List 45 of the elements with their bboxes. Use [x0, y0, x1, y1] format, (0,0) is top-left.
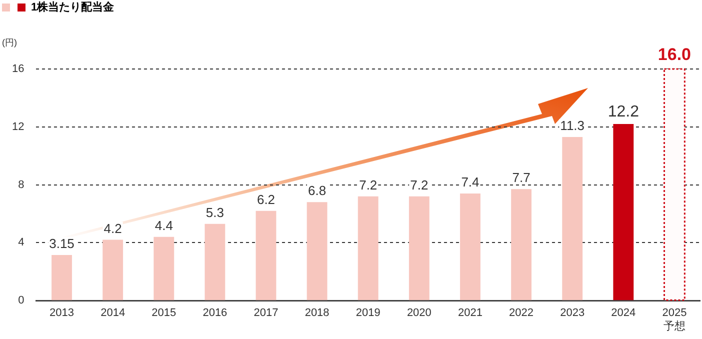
- bar: [613, 124, 634, 300]
- bar: [460, 193, 480, 300]
- data-label: 4.4: [154, 218, 173, 233]
- bar: [256, 210, 276, 300]
- y-axis-title: (円): [2, 37, 17, 48]
- data-label: 4.2: [104, 220, 122, 236]
- data-label: 7.7: [512, 170, 530, 186]
- bar: [358, 196, 378, 300]
- data-label: 5.3: [206, 204, 224, 220]
- data-label: 6.2: [256, 192, 276, 207]
- x-tick-label: 2021: [458, 307, 482, 320]
- legend-label: 1株当たり配当金: [31, 0, 116, 14]
- y-tick-label: 0: [18, 294, 24, 307]
- bar: [204, 224, 226, 300]
- bar: [511, 189, 532, 300]
- x-tick-label: 2016: [202, 307, 228, 320]
- data-label: 6.8: [308, 183, 326, 198]
- data-label: 7.2: [359, 177, 378, 192]
- x-tick-label: 2025 予想: [662, 307, 687, 332]
- x-tick-label: 2014: [100, 307, 126, 320]
- x-tick-label: 2020: [406, 307, 432, 320]
- x-tick-label: 2024: [611, 307, 636, 320]
- x-tick-label: 2017: [254, 307, 278, 320]
- bar: [52, 255, 72, 300]
- data-label: 3.15: [49, 236, 74, 252]
- x-tick-label: 2015: [152, 307, 176, 320]
- y-tick-label: 16: [12, 63, 24, 76]
- bar: [306, 202, 328, 300]
- bar: [154, 236, 174, 300]
- x-tick-label: 2022: [509, 307, 534, 320]
- bar: [562, 137, 583, 300]
- data-label: 11.3: [560, 118, 585, 134]
- y-tick-label: 8: [18, 178, 24, 191]
- y-tick-label: 4: [18, 236, 24, 249]
- x-tick-label: 2023: [560, 307, 585, 320]
- data-label: 16.0: [658, 45, 692, 64]
- data-label: 7.2: [410, 177, 428, 192]
- x-tick-label: 2013: [50, 307, 74, 320]
- bar: [408, 196, 430, 300]
- bar: [102, 240, 124, 300]
- x-tick-label: 2018: [304, 307, 330, 320]
- x-tick-label: 2019: [356, 307, 380, 320]
- y-tick-label: 12: [12, 120, 24, 133]
- data-label: 7.4: [461, 174, 480, 190]
- data-label: 12.2: [608, 103, 640, 120]
